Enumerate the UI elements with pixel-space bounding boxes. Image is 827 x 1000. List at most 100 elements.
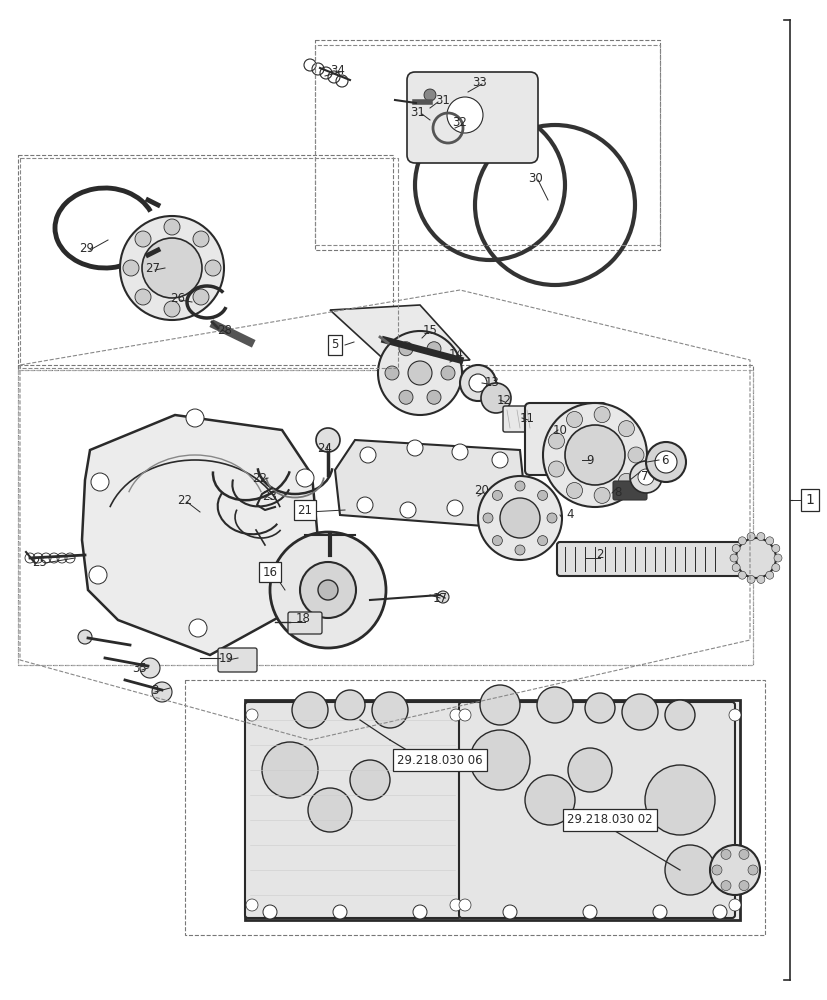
Circle shape [164, 219, 179, 235]
Text: 32: 32 [452, 116, 467, 129]
Circle shape [261, 742, 318, 798]
Circle shape [437, 591, 448, 603]
Circle shape [480, 685, 519, 725]
Text: 27: 27 [146, 261, 160, 274]
Circle shape [332, 905, 347, 919]
FancyBboxPatch shape [458, 702, 734, 918]
Circle shape [765, 537, 772, 545]
Text: 8: 8 [614, 487, 621, 499]
Circle shape [356, 497, 372, 513]
Text: 23: 23 [262, 490, 277, 504]
Circle shape [318, 580, 337, 600]
Circle shape [500, 498, 539, 538]
Circle shape [664, 700, 694, 730]
Circle shape [664, 845, 715, 895]
Circle shape [477, 476, 562, 560]
Text: 10: 10 [552, 424, 566, 436]
Bar [314, 40, 659, 250]
Circle shape [582, 905, 596, 919]
Circle shape [246, 899, 258, 911]
Circle shape [514, 481, 524, 491]
Circle shape [557, 431, 573, 447]
Circle shape [449, 709, 461, 721]
Circle shape [731, 564, 739, 572]
Text: 2: 2 [595, 548, 603, 562]
Circle shape [458, 709, 471, 721]
Circle shape [449, 899, 461, 911]
Circle shape [712, 905, 726, 919]
Circle shape [738, 537, 745, 545]
Circle shape [621, 694, 657, 730]
Circle shape [140, 658, 160, 678]
Polygon shape [330, 305, 470, 365]
Circle shape [452, 444, 467, 460]
Text: 29: 29 [79, 241, 94, 254]
Circle shape [164, 301, 179, 317]
Circle shape [292, 692, 327, 728]
Circle shape [739, 849, 748, 859]
Text: 33: 33 [472, 76, 487, 89]
Text: 12: 12 [496, 393, 511, 406]
Text: 14: 14 [448, 349, 463, 361]
Circle shape [441, 366, 455, 380]
Circle shape [316, 428, 340, 452]
Circle shape [735, 538, 775, 578]
Circle shape [709, 845, 759, 895]
Circle shape [491, 452, 508, 468]
Circle shape [492, 536, 502, 546]
Circle shape [246, 709, 258, 721]
Circle shape [468, 374, 486, 392]
Circle shape [120, 216, 224, 320]
Circle shape [385, 366, 399, 380]
Circle shape [152, 682, 172, 702]
Text: 6: 6 [661, 454, 668, 466]
Text: 29.218.030 06: 29.218.030 06 [397, 754, 482, 766]
Circle shape [399, 502, 415, 518]
Circle shape [413, 905, 427, 919]
FancyBboxPatch shape [524, 403, 606, 475]
Circle shape [547, 513, 557, 523]
Circle shape [91, 473, 109, 491]
Circle shape [470, 730, 529, 790]
Circle shape [378, 331, 461, 415]
Text: 18: 18 [295, 611, 310, 624]
FancyBboxPatch shape [557, 542, 747, 576]
Text: 1: 1 [805, 493, 814, 507]
Circle shape [205, 260, 221, 276]
Circle shape [627, 447, 643, 463]
Circle shape [524, 775, 574, 825]
Circle shape [594, 487, 609, 503]
Circle shape [480, 383, 510, 413]
Circle shape [771, 564, 779, 572]
Text: 30: 30 [528, 172, 543, 185]
Polygon shape [335, 440, 524, 528]
Bar [18, 370, 752, 665]
Circle shape [427, 342, 441, 356]
Polygon shape [82, 415, 318, 655]
Circle shape [756, 575, 764, 583]
Circle shape [514, 545, 524, 555]
Circle shape [644, 765, 715, 835]
Circle shape [537, 687, 572, 723]
FancyBboxPatch shape [502, 406, 542, 432]
Circle shape [585, 693, 614, 723]
Circle shape [731, 544, 739, 552]
Circle shape [557, 446, 573, 462]
Circle shape [263, 905, 277, 919]
Text: 21: 21 [297, 504, 312, 516]
Circle shape [135, 289, 151, 305]
Circle shape [653, 905, 667, 919]
Circle shape [492, 490, 502, 500]
Circle shape [299, 562, 356, 618]
Text: 3: 3 [151, 684, 159, 696]
Circle shape [756, 533, 764, 541]
Circle shape [747, 865, 757, 875]
Circle shape [773, 554, 781, 562]
Circle shape [765, 571, 772, 579]
Circle shape [123, 260, 139, 276]
Circle shape [567, 748, 611, 792]
Circle shape [566, 483, 582, 499]
Circle shape [720, 849, 730, 859]
FancyBboxPatch shape [245, 702, 461, 918]
Text: 22: 22 [177, 493, 192, 506]
